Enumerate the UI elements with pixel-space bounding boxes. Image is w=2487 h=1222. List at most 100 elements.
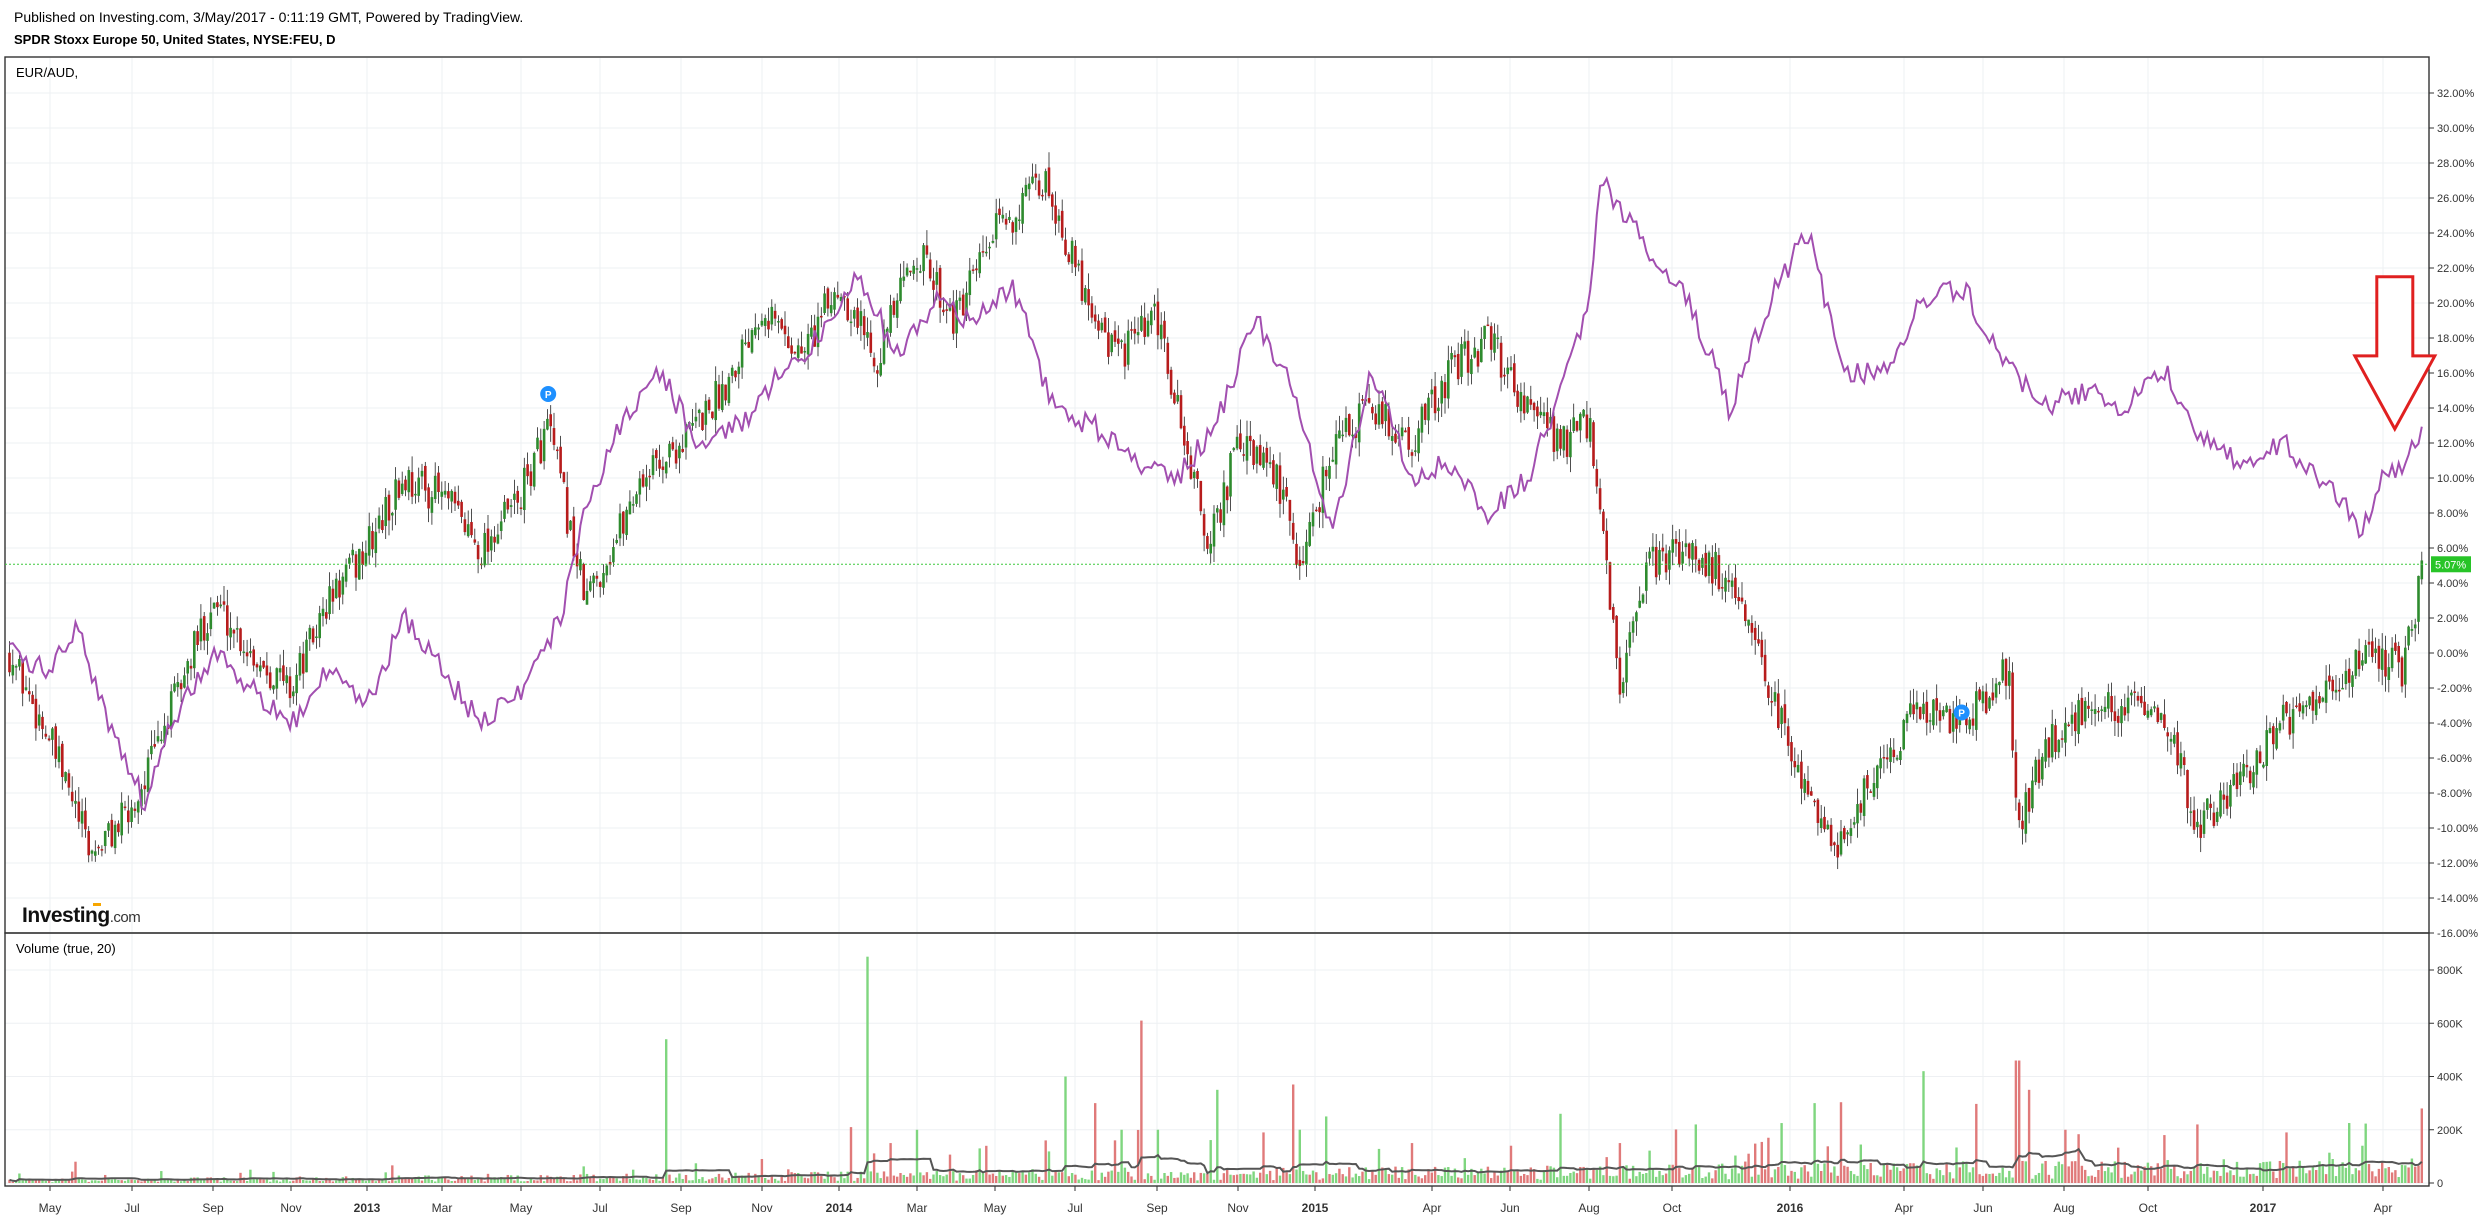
volume-bar bbox=[1358, 1176, 1361, 1183]
candle-body bbox=[925, 245, 929, 255]
volume-bar bbox=[1028, 1172, 1031, 1183]
volume-bar bbox=[793, 1173, 797, 1183]
volume-bar bbox=[1074, 1174, 1077, 1183]
price-tick-label: -12.00% bbox=[2437, 858, 2478, 870]
volume-bar bbox=[1655, 1176, 1658, 1183]
candle-body bbox=[483, 532, 486, 566]
candle-body bbox=[1509, 367, 1513, 371]
candle-body bbox=[2116, 715, 2120, 723]
volume-bar bbox=[1160, 1178, 1163, 1183]
candle-body bbox=[1225, 486, 1229, 501]
volume-bar bbox=[1787, 1175, 1790, 1183]
candle-body bbox=[2034, 759, 2037, 783]
volume-bar bbox=[1945, 1163, 1948, 1183]
candle-body bbox=[975, 268, 978, 271]
volume-bar bbox=[1193, 1172, 1196, 1183]
candle-body bbox=[869, 332, 873, 353]
candle-body bbox=[1196, 471, 1199, 479]
candle-body bbox=[1872, 783, 1876, 797]
volume-bar bbox=[216, 1178, 219, 1183]
volume-bar bbox=[566, 1181, 569, 1183]
candle-body bbox=[1407, 427, 1410, 450]
volume-bar bbox=[823, 1178, 826, 1183]
candle-body bbox=[473, 539, 477, 543]
volume-bar bbox=[67, 1179, 71, 1183]
candle-body bbox=[466, 524, 470, 537]
candle-body bbox=[1275, 464, 1278, 489]
candle-body bbox=[110, 819, 114, 847]
volume-bar bbox=[1777, 1166, 1780, 1183]
event-marker[interactable]: P bbox=[540, 386, 557, 402]
candle-body bbox=[1562, 426, 1566, 451]
volume-bar bbox=[2074, 1161, 2077, 1183]
price-tick-label: 10.00% bbox=[2437, 473, 2475, 485]
candle-body bbox=[1159, 324, 1163, 340]
volume-bar bbox=[2212, 1170, 2216, 1183]
volume-bar bbox=[2249, 1174, 2252, 1183]
time-tick-label: Apr bbox=[2374, 1201, 2393, 1215]
candle-body bbox=[1499, 342, 1503, 378]
volume-bar bbox=[605, 1177, 608, 1183]
candle-body bbox=[1668, 550, 1671, 570]
candle-body bbox=[1077, 263, 1080, 266]
volume-bar bbox=[2027, 1089, 2031, 1183]
candle-body bbox=[206, 633, 209, 641]
volume-bar bbox=[1424, 1175, 1427, 1183]
volume-bar bbox=[995, 1175, 998, 1183]
volume-bar bbox=[31, 1180, 34, 1183]
volume-bar bbox=[1681, 1177, 1684, 1183]
volume-bar bbox=[1351, 1177, 1354, 1183]
volume-bar bbox=[1833, 1166, 1836, 1183]
candle-body bbox=[579, 559, 582, 571]
candle-body bbox=[1496, 337, 1500, 340]
volume-bar bbox=[232, 1180, 236, 1183]
volume-bar bbox=[2417, 1165, 2420, 1183]
volume-bar bbox=[1559, 1113, 1562, 1183]
volume-grid bbox=[5, 934, 2429, 1185]
volume-bar bbox=[1922, 1071, 1925, 1183]
volume-bar bbox=[556, 1176, 559, 1183]
candle-body bbox=[394, 479, 397, 510]
event-marker[interactable]: P bbox=[1953, 704, 1970, 721]
volume-bar bbox=[2087, 1176, 2090, 1183]
candle-body bbox=[1387, 408, 1391, 437]
candle-body bbox=[183, 675, 186, 688]
candle-body bbox=[31, 694, 34, 704]
candle-body bbox=[74, 800, 77, 804]
candle-body bbox=[103, 831, 107, 847]
volume-bar bbox=[1338, 1168, 1341, 1183]
candle-body bbox=[1192, 471, 1196, 479]
volume-bar bbox=[262, 1179, 265, 1183]
candle-body bbox=[493, 536, 496, 543]
volume-bar bbox=[582, 1166, 585, 1183]
candle-body bbox=[1034, 173, 1038, 178]
candle-body bbox=[559, 446, 562, 474]
candle-body bbox=[711, 411, 714, 419]
volume-bar bbox=[348, 1181, 351, 1183]
candle-body bbox=[836, 294, 840, 298]
volume-bar bbox=[1826, 1146, 1829, 1183]
candle-body bbox=[450, 490, 453, 502]
volume-bar bbox=[661, 1177, 665, 1183]
candle-body bbox=[730, 367, 734, 376]
volume-bar bbox=[84, 1179, 87, 1183]
volume-bar bbox=[757, 1175, 760, 1183]
volume-bar bbox=[2150, 1166, 2153, 1183]
candle-body bbox=[905, 267, 909, 276]
time-tick-label: Oct bbox=[2139, 1201, 2158, 1215]
price-tick-label: -16.00% bbox=[2437, 928, 2478, 940]
candle-body bbox=[94, 851, 97, 856]
volume-bar bbox=[1097, 1180, 1100, 1183]
volume-bar bbox=[896, 1176, 899, 1183]
candle-body bbox=[2225, 795, 2229, 809]
candle-body bbox=[1720, 587, 1724, 589]
volume-bar bbox=[2291, 1166, 2295, 1183]
volume-bar bbox=[38, 1179, 41, 1183]
candle-body bbox=[1447, 360, 1450, 399]
candle-body bbox=[582, 564, 585, 601]
candle-body bbox=[1080, 260, 1084, 301]
volume-bar bbox=[295, 1177, 298, 1183]
candle-body bbox=[2407, 626, 2410, 646]
volume-bar bbox=[2126, 1176, 2130, 1183]
volume-bar bbox=[2225, 1172, 2229, 1183]
